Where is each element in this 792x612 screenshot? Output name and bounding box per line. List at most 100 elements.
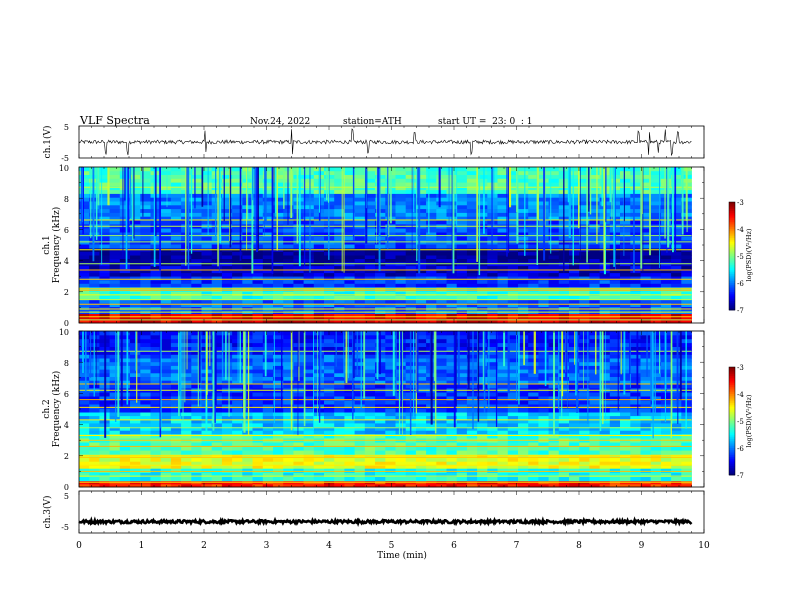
spectrogram-cell — [528, 369, 539, 374]
spectrogram-cell — [609, 295, 621, 300]
spectrogram-cell — [385, 415, 396, 420]
spectrogram-cell — [507, 313, 519, 319]
spectrogram-cell — [354, 350, 366, 355]
spectrogram-cell — [262, 185, 274, 191]
spectrogram-cell — [630, 220, 641, 225]
spectrogram-cell — [89, 220, 100, 225]
sferic-streak — [580, 167, 581, 260]
spectrogram-cell — [262, 354, 274, 359]
spectrogram-cell — [456, 446, 468, 451]
spectrogram-cell — [426, 450, 437, 455]
spectrogram-cell — [334, 396, 345, 401]
spectrogram-cell — [130, 228, 141, 233]
spectrogram-cell — [79, 426, 90, 431]
spectrogram-cell — [436, 212, 447, 217]
spectrogram-cell — [415, 358, 427, 363]
spectrogram-cell — [466, 446, 478, 451]
spectrogram-cell — [650, 361, 662, 366]
spectrogram-cell — [364, 384, 376, 389]
spectrogram-cell — [456, 468, 468, 473]
spectrogram-cell — [518, 434, 529, 439]
spectrogram-cell — [354, 318, 366, 324]
spectrogram-cell — [150, 283, 162, 288]
spectrogram-cell — [344, 361, 355, 366]
spectrogram-cell — [548, 178, 560, 183]
spectrogram-cell — [640, 182, 652, 187]
spectrogram-cell — [89, 244, 100, 249]
spectrogram-cell — [79, 232, 90, 237]
spectrogram-cell — [201, 283, 213, 288]
spectrogram-cell — [415, 376, 427, 381]
spectrogram-cell — [538, 430, 549, 435]
spectrogram-cell — [99, 208, 110, 213]
spectrogram-cell — [79, 361, 90, 366]
spectrogram-cell — [405, 182, 417, 187]
spectrogram-cell — [640, 313, 652, 319]
spectrogram-cell — [191, 193, 202, 198]
spectrogram-cell — [201, 244, 213, 249]
spectrogram-cell — [334, 318, 345, 324]
spectrogram-cell — [415, 182, 427, 187]
spectrogram-cell — [150, 313, 162, 319]
spectrogram-cell — [160, 400, 172, 405]
spectrogram-cell — [477, 251, 488, 256]
spectrogram-cell — [293, 295, 304, 300]
spectrogram-cell — [364, 236, 376, 241]
spectrogram-cell — [456, 182, 468, 187]
spectrogram-cell — [507, 468, 519, 473]
spectrogram-cell — [313, 251, 325, 256]
spectrogram-cell — [579, 404, 590, 409]
spectrogram-cell — [518, 228, 529, 233]
spectrogram-cell — [650, 468, 662, 473]
spectrogram-cell — [119, 415, 131, 420]
spectrogram-cell — [130, 408, 141, 413]
spectrogram-cell — [630, 287, 641, 292]
spectrogram-cell — [303, 313, 315, 319]
spectrogram-cell — [150, 372, 162, 377]
spectrogram-cell — [89, 412, 100, 417]
spectrogram-cell — [620, 318, 631, 324]
spectrogram-cell — [160, 272, 172, 277]
spectrogram-cell — [109, 272, 121, 277]
spectrogram-cell — [558, 272, 570, 277]
spectrogram-cell — [79, 468, 90, 473]
spectrogram-cell — [211, 170, 223, 175]
spectrogram-cell — [538, 372, 549, 377]
spectrogram-cell — [640, 232, 652, 237]
spectrogram-cell — [324, 380, 335, 385]
spectrogram-cell — [293, 476, 304, 482]
spectrogram-cell — [201, 287, 213, 292]
spectrogram-cell — [415, 426, 427, 431]
spectrogram-cell — [119, 365, 131, 370]
spectrogram-cell — [405, 220, 417, 225]
spectrogram-cell — [130, 400, 141, 405]
spectrogram-cell — [252, 361, 264, 366]
spectrogram-cell — [334, 216, 345, 221]
spectrogram-cell — [119, 396, 131, 401]
spectrogram-cell — [569, 204, 580, 210]
spectrogram-cell — [242, 426, 253, 431]
spectrogram-cell — [211, 384, 223, 389]
spectrogram-cell — [487, 384, 498, 389]
spectrogram-cell — [640, 380, 652, 385]
spectrogram-cell — [324, 446, 335, 451]
sferic-streak — [633, 167, 635, 273]
spectrogram-cell — [466, 358, 478, 363]
spectrogram-cell — [201, 251, 213, 256]
spectrogram-cell — [507, 450, 519, 455]
spectrogram-cell — [456, 244, 468, 249]
spectrogram-cell — [262, 369, 274, 374]
spectrogram-cell — [99, 299, 110, 304]
spectrogram-cell — [232, 258, 243, 263]
spectrogram-cell — [334, 457, 345, 462]
spectrogram-cell — [334, 287, 345, 292]
spectrogram-cell — [119, 350, 131, 355]
colorbar-segment — [729, 225, 735, 228]
sferic-streak — [273, 167, 275, 218]
spectrogram-cell — [160, 276, 172, 281]
spectrogram-cell — [324, 468, 335, 473]
spectrogram-cell — [181, 318, 192, 324]
colorbar-segment — [729, 277, 735, 280]
spectrogram-cell — [211, 291, 223, 296]
spectrogram-cell — [181, 461, 192, 466]
